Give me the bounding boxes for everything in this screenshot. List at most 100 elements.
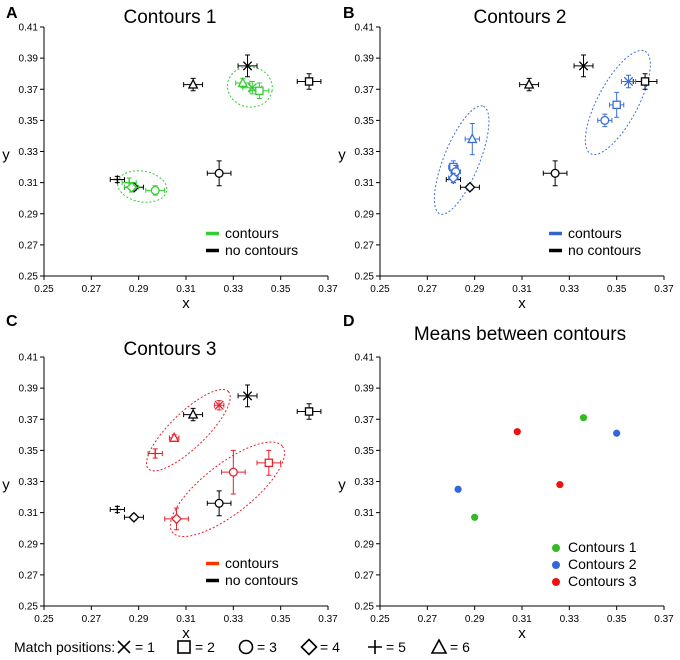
y-tick-label: 0.41 xyxy=(355,353,375,364)
y-tick-label: 0.37 xyxy=(19,415,39,426)
legend-entry: contours xyxy=(225,225,279,241)
x-axis-label: x xyxy=(182,295,190,312)
x-tick-label: 0.37 xyxy=(318,614,338,625)
legend-entry: no contours xyxy=(225,572,298,588)
x-tick-label: 0.37 xyxy=(654,614,674,625)
data-point xyxy=(304,407,314,416)
key-triangle-symbol xyxy=(430,638,448,654)
y-tick-label: 0.39 xyxy=(355,54,375,65)
contour-ellipse xyxy=(169,441,286,538)
x-tick-label: 0.29 xyxy=(465,284,485,295)
data-point xyxy=(640,77,650,86)
data-point xyxy=(578,61,589,71)
x-tick-label: 0.29 xyxy=(129,614,149,625)
y-tick-label: 0.37 xyxy=(355,415,375,426)
legend-entry: contours xyxy=(225,555,279,571)
data-point xyxy=(600,115,610,125)
data-point xyxy=(471,513,479,521)
x-tick-label: 0.29 xyxy=(129,284,149,295)
contour-ellipse xyxy=(226,66,273,108)
data-point xyxy=(264,458,274,468)
y-tick-label: 0.31 xyxy=(19,178,39,189)
x-tick-label: 0.27 xyxy=(418,284,438,295)
x-tick-label: 0.31 xyxy=(176,614,196,625)
key-text: = 1 xyxy=(135,639,155,655)
y-tick-label: 0.27 xyxy=(19,570,39,581)
data-point xyxy=(579,414,588,422)
y-tick-label: 0.35 xyxy=(19,446,39,457)
chart-title: Contours 3 xyxy=(124,339,217,360)
data-point xyxy=(242,61,253,71)
data-point xyxy=(556,481,564,489)
y-tick-label: 0.29 xyxy=(355,209,375,220)
data-point xyxy=(467,133,478,144)
y-axis-label: y xyxy=(2,477,10,494)
x-tick-label: 0.25 xyxy=(34,284,54,295)
x-axis-label: x xyxy=(518,295,526,312)
data-point xyxy=(171,513,183,525)
y-tick-label: 0.31 xyxy=(19,508,39,519)
key-circle-symbol xyxy=(238,639,254,655)
data-point xyxy=(613,429,621,437)
data-point xyxy=(214,400,224,410)
x-tick-label: 0.25 xyxy=(370,284,390,295)
data-point xyxy=(151,449,160,458)
data-point xyxy=(523,78,535,89)
y-tick-label: 0.33 xyxy=(355,147,375,158)
y-tick-label: 0.37 xyxy=(19,85,39,96)
panel-letter: D xyxy=(343,313,355,330)
y-tick-label: 0.41 xyxy=(19,353,39,364)
data-point xyxy=(214,498,224,508)
x-tick-label: 0.29 xyxy=(465,614,485,625)
x-tick-label: 0.27 xyxy=(82,614,102,625)
key-text: = 6 xyxy=(450,639,470,655)
data-point xyxy=(513,428,521,436)
key-plus-symbol xyxy=(368,640,382,654)
y-tick-label: 0.31 xyxy=(355,508,375,519)
data-point xyxy=(187,408,199,419)
y-tick-label: 0.33 xyxy=(355,477,375,488)
x-axis-label: x xyxy=(518,625,526,642)
key-text: = 4 xyxy=(320,639,340,655)
legend-dot xyxy=(552,561,560,569)
panel-letter: A xyxy=(6,5,18,22)
x-tick-label: 0.33 xyxy=(560,284,580,295)
x-tick-label: 0.25 xyxy=(34,614,54,625)
key-text: = 2 xyxy=(195,639,215,655)
x-tick-label: 0.37 xyxy=(654,284,674,295)
y-tick-label: 0.27 xyxy=(355,240,375,251)
legend-entry: Contours 2 xyxy=(568,556,637,572)
x-tick-label: 0.25 xyxy=(370,614,390,625)
x-tick-label: 0.35 xyxy=(271,614,291,625)
data-point xyxy=(454,485,462,493)
x-tick-label: 0.27 xyxy=(82,284,102,295)
y-axis-label: y xyxy=(338,477,346,494)
y-tick-label: 0.33 xyxy=(19,477,39,488)
y-tick-label: 0.39 xyxy=(19,54,39,65)
data-point xyxy=(612,100,621,110)
contour-ellipse xyxy=(146,388,231,472)
match-positions-key: Match positions: = 1 = 2 = 3 = 4 = 5 = 6 xyxy=(14,638,470,656)
x-tick-label: 0.27 xyxy=(418,614,438,625)
x-tick-label: 0.31 xyxy=(176,284,196,295)
x-tick-label: 0.35 xyxy=(607,614,627,625)
x-tick-label: 0.35 xyxy=(271,284,291,295)
data-point xyxy=(464,181,476,193)
key-text: = 5 xyxy=(386,639,406,655)
legend-entry: contours xyxy=(568,225,622,241)
y-tick-label: 0.35 xyxy=(355,116,375,127)
y-tick-label: 0.25 xyxy=(19,602,39,613)
y-axis-label: y xyxy=(338,147,346,164)
x-axis-label: x xyxy=(182,625,190,642)
data-point xyxy=(255,86,264,96)
y-tick-label: 0.27 xyxy=(19,240,39,251)
y-tick-label: 0.25 xyxy=(355,602,375,613)
key-x-symbol xyxy=(117,640,131,654)
y-tick-label: 0.29 xyxy=(19,539,39,550)
y-tick-label: 0.39 xyxy=(19,384,39,395)
legend-dot xyxy=(552,578,560,586)
legend-entry: Contours 1 xyxy=(568,539,637,555)
data-point xyxy=(623,76,634,87)
data-point xyxy=(187,78,199,89)
